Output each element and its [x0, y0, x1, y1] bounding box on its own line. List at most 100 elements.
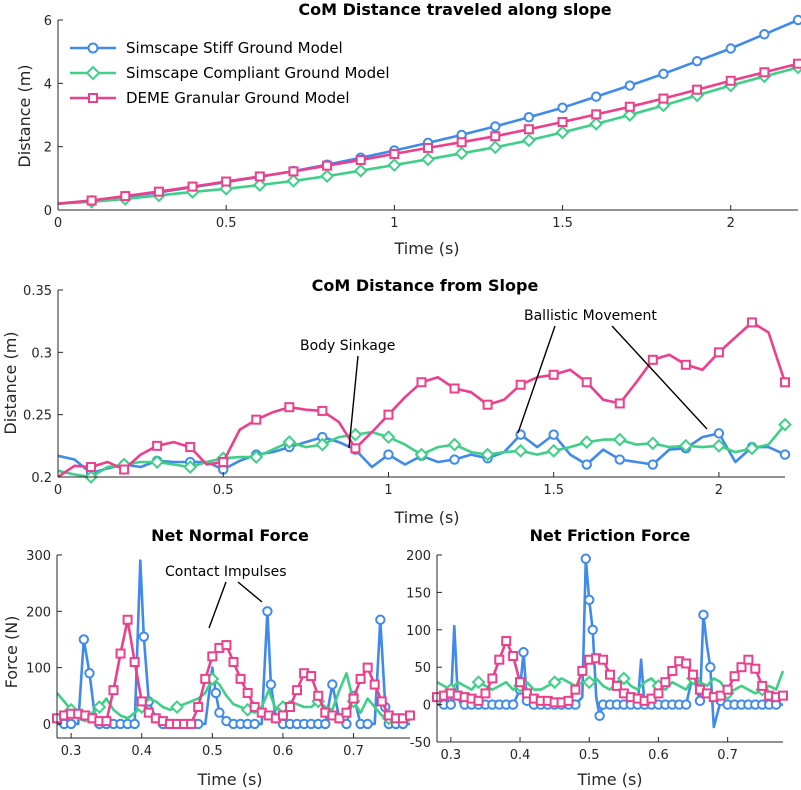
p3-deme-marker [277, 710, 288, 721]
p1-compliant-marker [488, 140, 503, 155]
p2-compliant-marker [381, 430, 396, 445]
p2-compliant-marker [778, 417, 792, 432]
p4-deme-marker [681, 658, 692, 669]
p4-compliant-marker [547, 675, 562, 690]
p3-xtick-label: 0.4 [131, 744, 152, 759]
p1-deme-marker [557, 116, 568, 127]
p3-stiff-marker [265, 679, 277, 690]
p1-stiff-marker [523, 112, 535, 123]
p2-compliant-marker [348, 427, 363, 442]
p1-deme-marker [490, 131, 501, 142]
p2-deme-marker [383, 409, 394, 420]
plot4-title: Net Friction Force [530, 526, 691, 545]
plot-net-normal-force: Net Normal Force 0.3 0.4 0.5 0.6 0.7 0 100 200 3… [2, 526, 415, 789]
p2-ytick-label: 0.2 [31, 471, 52, 486]
p4-deme-marker [605, 669, 615, 680]
p2-xtick-label: 2 [715, 483, 723, 498]
p1-deme-marker [288, 166, 299, 177]
p2-deme-marker [614, 398, 625, 409]
legend: Simscape Stiff Ground Model Simscape Com… [70, 39, 390, 107]
p2-xtick-label: 0.5 [213, 483, 234, 498]
p2-compliant-marker [579, 435, 594, 450]
p1-ytick-label: 0 [44, 204, 52, 219]
p4-deme-marker [667, 665, 678, 676]
p2-xtick-label: 1 [384, 483, 392, 498]
p4-deme-marker [501, 636, 512, 647]
p4-ytick-label: 50 [414, 661, 431, 676]
p2-deme-marker [119, 464, 130, 475]
p2-ytick-label: 0.3 [31, 346, 52, 361]
p4-stiff-marker [445, 699, 457, 710]
p3-deme-marker [376, 696, 387, 707]
p2-compliant-marker [183, 460, 198, 474]
annotation-contact-impulses: Contact Impulses [165, 564, 287, 580]
p4-ytick-label: 150 [406, 586, 431, 601]
annotation-body-sinkage-arrow [348, 355, 359, 449]
p2-deme-marker [317, 405, 328, 416]
p1-deme-marker [254, 171, 265, 182]
legend-diamond-marker [85, 65, 101, 81]
annotation-ballistic-movement: Ballistic Movement [524, 308, 657, 324]
p3-stiff-marker [138, 631, 150, 642]
p2-stiff-marker [647, 459, 659, 470]
p4-deme-marker [473, 695, 484, 706]
p2-deme-marker [680, 359, 691, 370]
p4-xtick-label: 0.7 [717, 748, 738, 763]
p4-stiff-marker [587, 624, 598, 635]
p3-stiff-marker [65, 718, 77, 730]
p1-deme-line [57, 62, 799, 205]
p3-compliant-marker [92, 700, 107, 714]
p3-deme-marker [186, 718, 197, 729]
p4-deme-marker [577, 665, 588, 676]
p2-deme-marker [185, 442, 196, 453]
p1-stiff-marker [691, 55, 703, 67]
p3-stiff-marker [249, 718, 260, 730]
annotation-ballistic-arrow-1 [517, 325, 556, 434]
p4-deme-marker [563, 695, 574, 706]
plot3-ylabel: Force (N) [2, 616, 21, 689]
plot4-series [432, 553, 788, 729]
p3-ytick-label: 200 [26, 605, 51, 620]
plot2-xlabel: Time (s) [393, 508, 459, 527]
p3-deme-marker [369, 679, 380, 690]
legend-entry-stiff: Simscape Stiff Ground Model [70, 39, 343, 57]
p3-deme-marker [334, 713, 345, 724]
p4-deme-marker [515, 677, 526, 688]
p1-compliant-marker [286, 173, 301, 188]
legend-square-marker [88, 93, 98, 103]
p1-deme-marker [591, 109, 602, 120]
p1-deme-marker [658, 93, 669, 104]
p2-deme-marker [482, 399, 493, 410]
p3-deme-marker [200, 673, 211, 684]
p1-compliant-marker [219, 181, 234, 196]
p2-compliant-marker [745, 441, 759, 456]
plot1-axes: 0 0.5 1 1.5 2 0 2 4 6 [44, 14, 798, 231]
p4-deme-marker [757, 680, 768, 691]
p3-stiff-marker [262, 606, 273, 617]
p1-compliant-marker [353, 163, 368, 178]
p2-stiff-marker [449, 454, 460, 465]
p4-xtick-label: 0.6 [648, 748, 669, 763]
p4-deme-marker [778, 690, 788, 701]
p4-xtick-label: 0.3 [440, 748, 461, 763]
p2-stiff-marker [614, 454, 625, 465]
p4-deme-marker [508, 650, 519, 661]
p3-compliant-marker [170, 700, 184, 714]
p2-compliant-marker [150, 455, 165, 469]
p3-deme-marker [242, 687, 253, 698]
p2-deme-marker [581, 377, 592, 388]
p3-stiff-marker [362, 718, 373, 730]
p4-stiff-marker [507, 699, 519, 710]
p3-xtick-label: 0.6 [273, 744, 294, 759]
p3-xtick-label: 0.3 [61, 744, 82, 759]
plot1-ylabel: Distance (m) [15, 64, 34, 167]
legend-entry-compliant: Simscape Compliant Ground Model [70, 64, 390, 82]
p2-compliant-marker [480, 447, 495, 462]
annotation-body-sinkage: Body Sinkage [300, 338, 395, 354]
p4-series-stiff [437, 553, 783, 729]
p2-stiff-marker [713, 428, 725, 439]
plot4-xlabel: Time (s) [576, 770, 642, 789]
p1-compliant-marker [555, 125, 570, 140]
p2-deme-marker [152, 440, 163, 451]
annotation-ballistic-arrow-2 [611, 325, 708, 430]
